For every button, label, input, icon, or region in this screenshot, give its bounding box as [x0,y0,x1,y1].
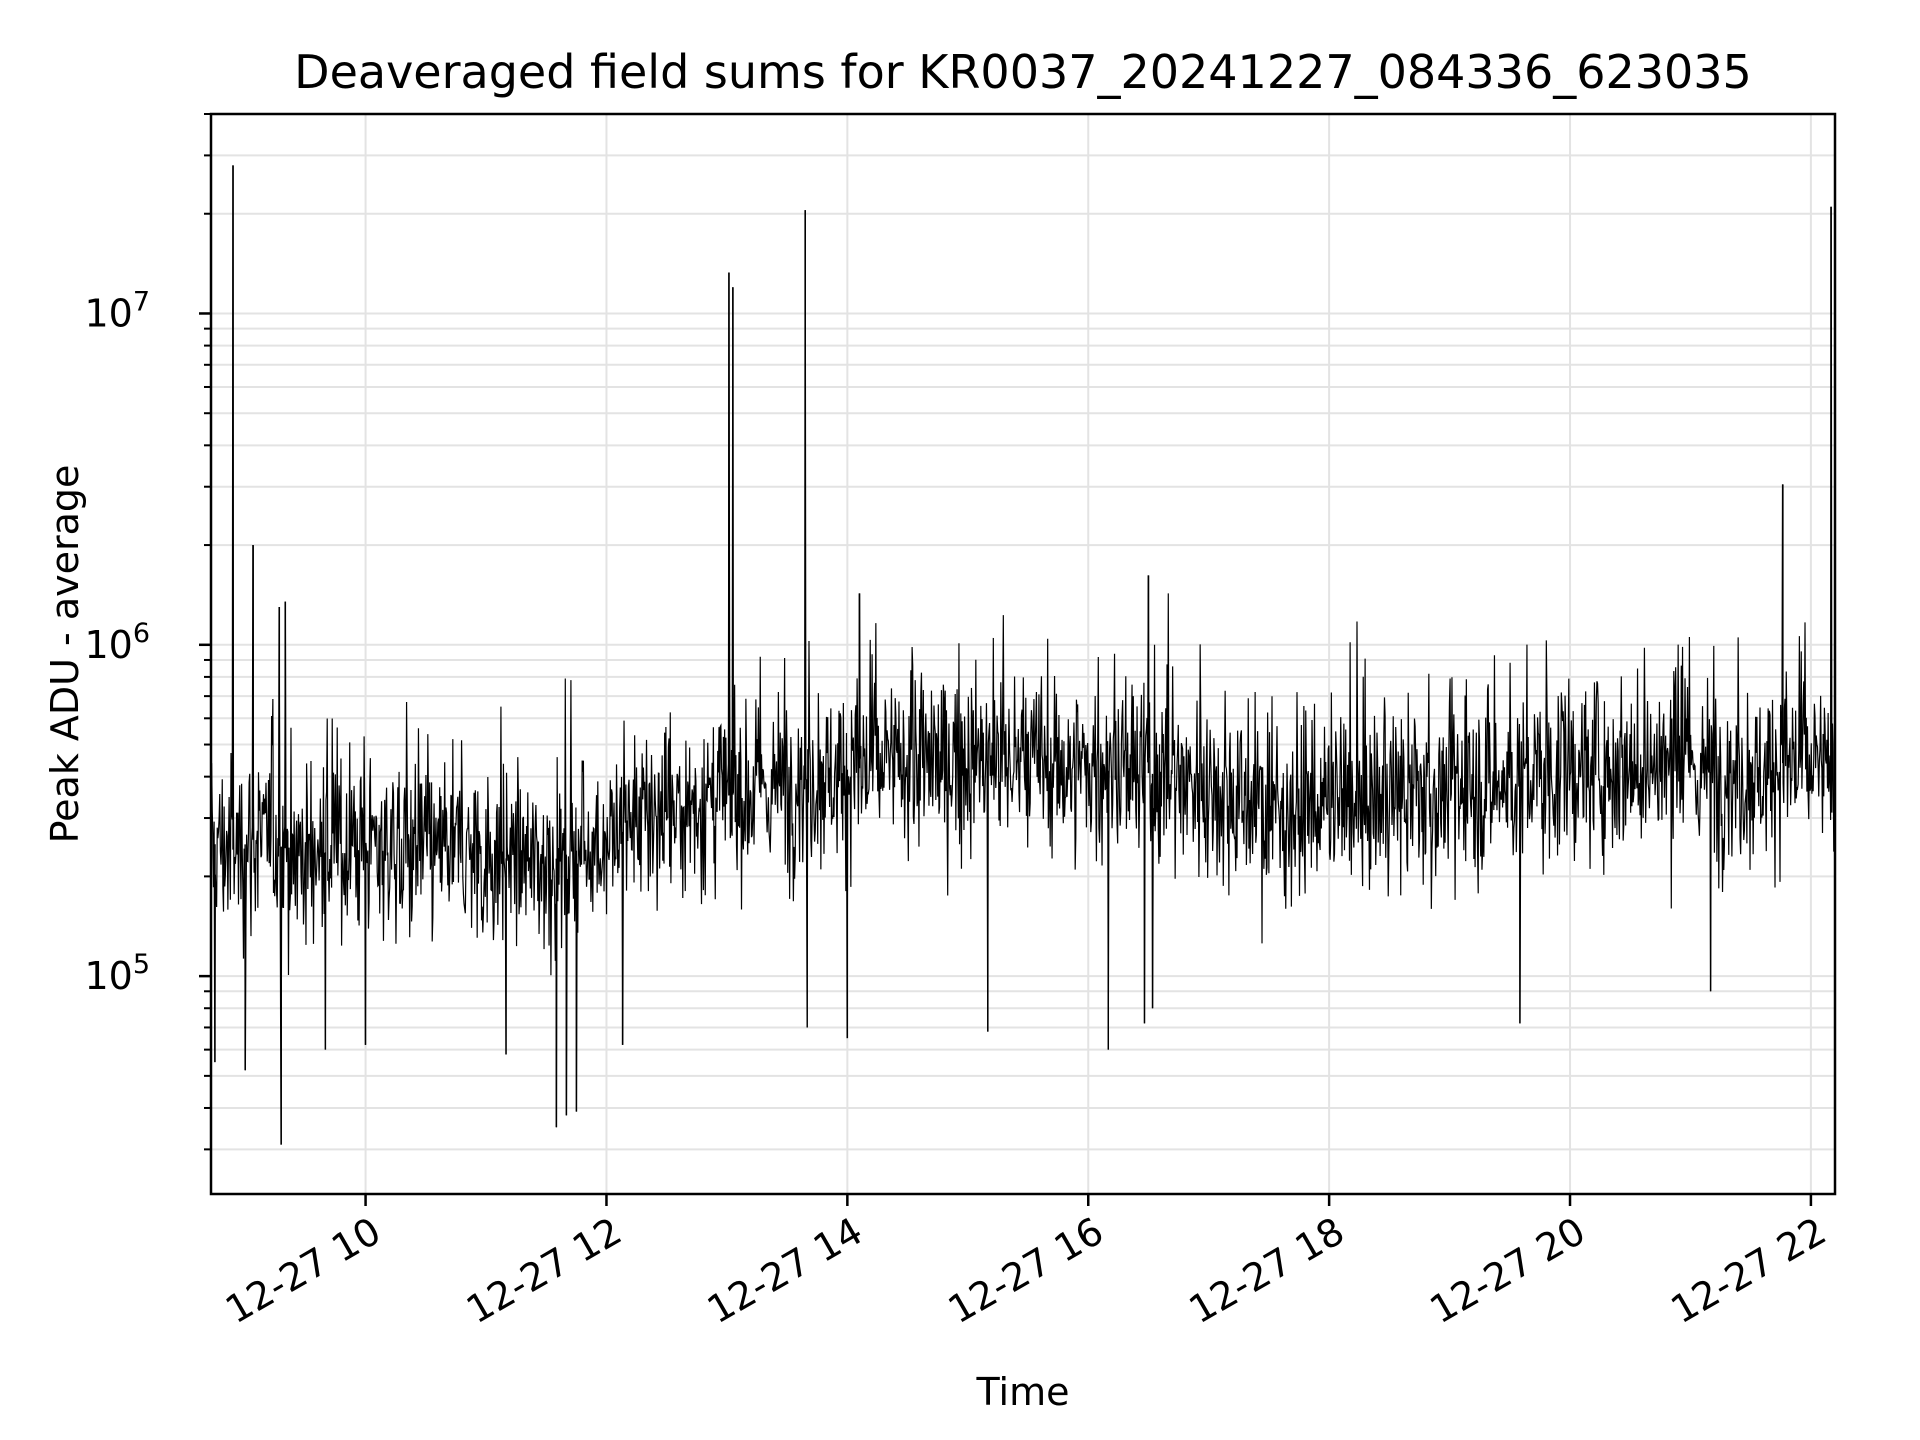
y-tick-label: 105 [84,949,150,998]
series-line [210,165,1836,1145]
chart-title: Deaveraged field sums for KR0037_2024122… [294,45,1752,99]
data-lines [210,165,1836,1145]
y-axis-label: Peak ADU - average [43,465,87,844]
plot-frame [209,112,1837,1196]
y-tick-label: 106 [84,618,150,667]
y-tick-label: 107 [84,286,150,335]
x-axis-label: Time [976,1370,1070,1414]
grid-lines [211,113,1835,1194]
